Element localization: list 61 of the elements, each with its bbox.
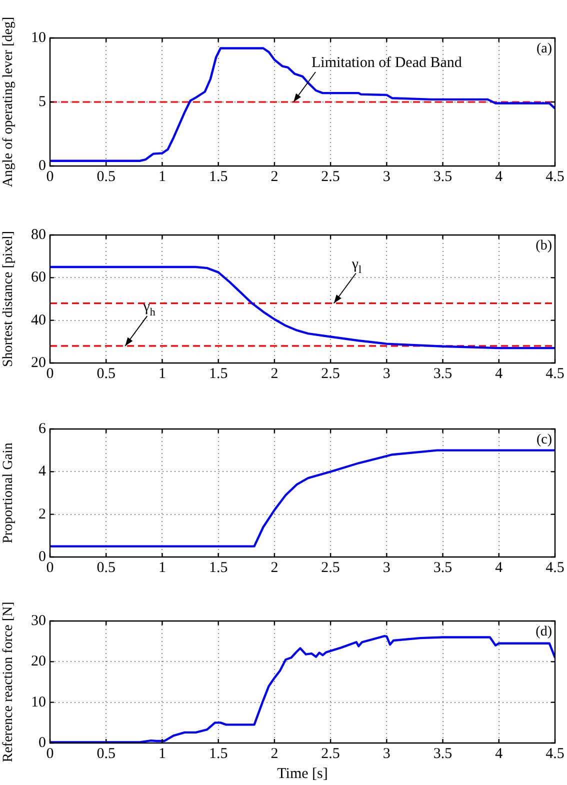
y-tick-label: 80 [31,226,46,243]
x-tick-label: 1.5 [208,560,228,576]
x-tick-label: 1 [158,366,166,382]
y-tick-label: 40 [31,312,46,328]
x-tick-label: 2.5 [321,560,340,576]
y-tick-label: 4 [38,464,46,480]
y-axis-title: Reference reaction force [N] [1,602,16,762]
x-tick-label: 4.5 [546,560,564,576]
x-axis-title: Time [s] [277,766,328,782]
x-tick-label: 3 [382,560,390,576]
x-tick-label: 4 [495,746,504,762]
y-tick-label: 0 [38,734,46,751]
annotation: (b) [536,238,552,254]
y-axis-title: Proportional Gain [1,442,16,544]
x-tick-label: 3 [382,168,390,185]
x-tick-label: 3.5 [433,560,452,576]
x-tick-label: 4.5 [546,366,564,382]
y-tick-label: 2 [38,506,46,522]
y-tick-label: 20 [31,654,46,670]
x-tick-label: 1.5 [208,168,228,185]
y-tick-label: 20 [31,354,46,371]
y-tick-label: 0 [38,548,46,565]
x-tick-label: 0.5 [96,366,116,382]
annotation: (d) [536,624,552,640]
x-tick-label: 2.5 [321,168,340,185]
x-tick-label: 0.5 [96,560,116,576]
x-tick-label: 2 [270,746,278,762]
x-tick-label: 1 [158,560,166,576]
y-tick-label: 30 [31,612,46,629]
annotation: Limitation of Dead Band [312,55,462,71]
y-tick-label: 10 [31,694,46,710]
x-tick-label: 3 [382,366,390,382]
x-tick-label: 1.5 [208,366,228,382]
x-tick-label: 2.5 [321,366,340,382]
x-tick-label: 4 [495,560,504,576]
annotation: (c) [536,432,552,448]
x-tick-label: 3.5 [433,366,452,382]
x-tick-label: 2 [270,560,278,576]
x-tick-label: 3.5 [433,168,452,185]
annotation: (a) [536,42,552,57]
y-axis-title: Shortest distance [pixel] [1,230,16,368]
y-axis-title: Angle of operating lever [deg] [1,16,16,188]
x-tick-label: 2 [270,168,278,185]
x-tick-label: 0.5 [96,746,116,762]
x-tick-label: 4 [495,366,504,382]
x-tick-label: 4 [495,168,504,185]
x-tick-label: 2.5 [321,746,340,762]
y-tick-label: 0 [38,158,46,174]
x-tick-label: 0.5 [96,168,116,185]
x-tick-label: 4.5 [546,746,564,762]
y-tick-label: 60 [31,270,46,286]
x-tick-label: 4.5 [546,168,564,185]
x-tick-label: 1 [158,746,166,762]
y-tick-label: 6 [38,420,46,437]
x-tick-label: 3.5 [433,746,452,762]
y-tick-label: 10 [31,30,46,46]
x-tick-label: 1 [158,168,166,185]
x-tick-label: 1.5 [208,746,228,762]
x-tick-label: 3 [382,746,390,762]
y-tick-label: 5 [38,94,46,110]
x-tick-label: 2 [270,366,278,382]
